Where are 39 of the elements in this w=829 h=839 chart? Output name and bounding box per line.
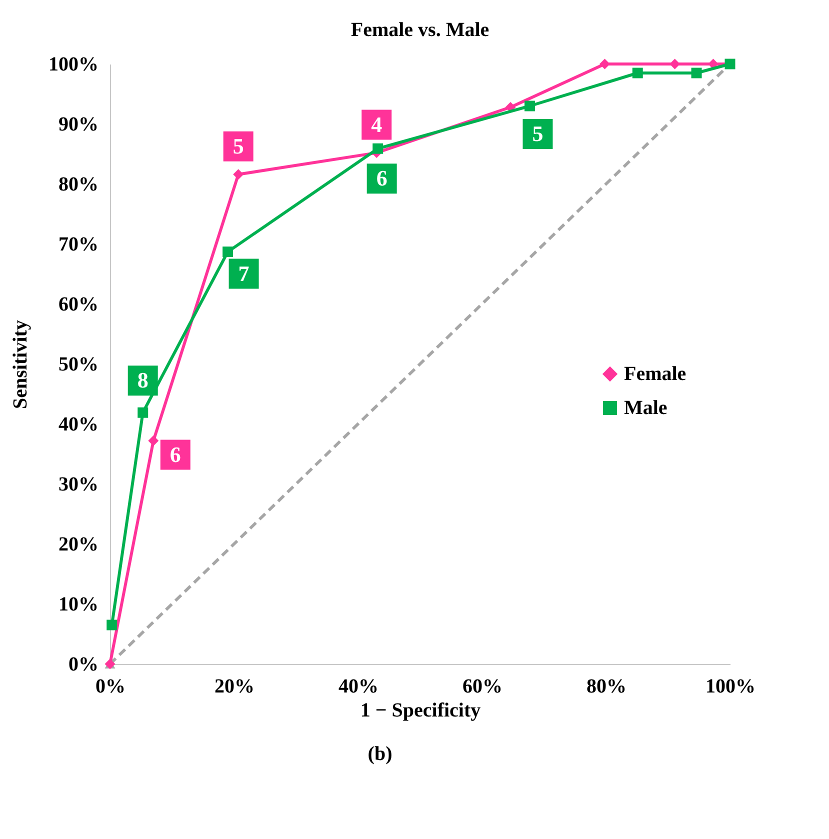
annotation: 5 xyxy=(532,121,544,146)
y-tick-label: 30% xyxy=(58,474,98,496)
point xyxy=(524,100,535,112)
x-tick-label: 80% xyxy=(586,676,626,698)
text: (b) xyxy=(368,743,392,765)
annotation: 7 xyxy=(238,260,250,286)
x-tick-label: 0% xyxy=(96,676,126,698)
y-axis-title: Sensitivity xyxy=(10,320,32,409)
annotation: 6 xyxy=(376,166,388,191)
annotation: 5 xyxy=(232,133,244,158)
y-tick-label: 40% xyxy=(58,414,98,436)
y-tick-label: 90% xyxy=(58,114,98,136)
point xyxy=(138,407,148,418)
y-tick-label: 10% xyxy=(58,594,98,616)
y-tick-label: 50% xyxy=(58,354,98,376)
y-tick-label: 60% xyxy=(58,294,98,316)
x-axis-title: 1 − Specificity xyxy=(360,700,481,722)
x-tick-label: 20% xyxy=(214,676,254,698)
point xyxy=(106,620,118,630)
point xyxy=(632,68,643,78)
x-tick-label: 100% xyxy=(706,676,756,698)
annotation: 4 xyxy=(371,112,382,137)
y-tick-label: 20% xyxy=(58,534,98,556)
point xyxy=(691,68,702,78)
chart-title: Female vs. Male xyxy=(350,19,490,41)
point xyxy=(233,169,244,180)
point xyxy=(148,436,159,446)
y-tick-label: 0% xyxy=(68,654,98,676)
x-tick-label: 40% xyxy=(338,676,378,698)
y-tick-label: 80% xyxy=(58,174,98,196)
point xyxy=(372,143,384,154)
y-tick-label: 100% xyxy=(48,54,98,76)
x-tick-label: 60% xyxy=(462,676,502,698)
legend-label: Male xyxy=(624,397,668,419)
annotation: 8 xyxy=(137,368,148,393)
annotation: 6 xyxy=(170,442,181,467)
y-tick-label: 70% xyxy=(58,234,98,256)
point xyxy=(222,246,234,258)
legend-label: Female xyxy=(624,363,686,385)
